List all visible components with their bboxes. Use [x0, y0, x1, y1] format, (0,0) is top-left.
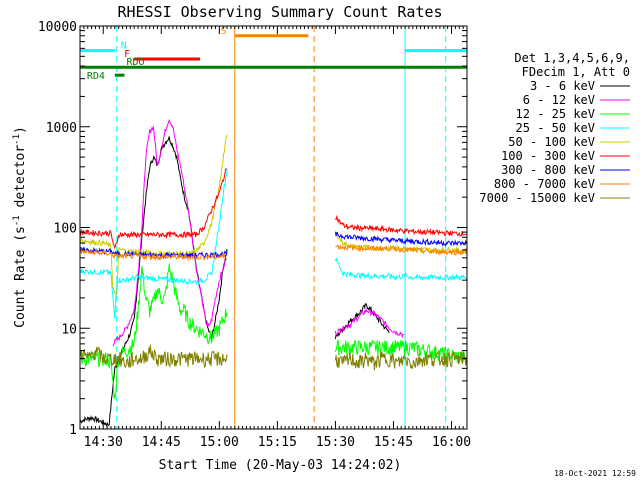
series-line-7 [79, 243, 467, 262]
series-line-1 [112, 118, 405, 347]
series-line-3 [79, 169, 467, 319]
x-tick-label-3: 15:15 [258, 435, 297, 450]
y-axis-label-mid: detector [13, 145, 28, 216]
legend-label-5: 100 - 300 keV [501, 149, 595, 163]
x-tick-label-1: 14:45 [142, 435, 181, 450]
legend-label-4: 50 - 100 keV [508, 135, 595, 149]
legend-label-2: 12 - 25 keV [516, 107, 595, 121]
flag-label-2: RDO [126, 57, 144, 68]
y-axis-label: Count Rate (s-1 detector-1) [12, 126, 28, 328]
flag-label-0: N [121, 41, 127, 52]
y-axis-label-end: ) [13, 126, 28, 134]
legend-label-3: 25 - 50 keV [516, 121, 595, 135]
y-axis-label-sup1: -1 [12, 215, 22, 226]
x-tick-label-6: 16:00 [432, 435, 471, 450]
y-tick-label-1: 10 [61, 322, 77, 337]
legend-label-6: 300 - 800 keV [501, 163, 595, 177]
y-axis-label-sup2: -1 [12, 134, 22, 145]
y-tick-label-0: 1 [69, 423, 77, 438]
flag-label-3: RD4 [87, 71, 105, 82]
x-axis-label: Start Time (20-May-03 14:24:02) [159, 458, 402, 473]
flag-label-4: S [221, 26, 227, 37]
legend-label-8: 7000 - 15000 keV [479, 191, 595, 205]
series-line-8 [79, 344, 467, 371]
series-line-6 [79, 232, 467, 260]
legend-header-line-1: Det 1,3,4,5,6,9, [514, 51, 630, 65]
x-tick-label-5: 15:45 [374, 435, 413, 450]
chart-title: RHESSI Observing Summary Count Rates [117, 3, 442, 21]
timestamp: 18-Oct-2021 12:59 [554, 469, 636, 478]
y-axis-label-main: Count Rate (s [13, 226, 28, 328]
legend-label-0: 3 - 6 keV [530, 79, 595, 93]
series-line-4 [79, 134, 467, 296]
x-tick-label-2: 15:00 [200, 435, 239, 450]
legend-label-1: 6 - 12 keV [523, 93, 595, 107]
x-tick-label-4: 15:30 [316, 435, 355, 450]
y-tick-label-4: 10000 [38, 20, 77, 35]
y-tick-label-3: 1000 [46, 121, 77, 136]
legend-label-7: 800 - 7000 keV [494, 177, 595, 191]
flag-label-1: F [124, 49, 130, 60]
series-line-5 [79, 168, 467, 250]
legend-header-line-2: FDecim 1, Att 0 [522, 65, 630, 79]
x-tick-label-0: 14:30 [84, 435, 123, 450]
plot-frame [79, 25, 468, 430]
y-tick-label-2: 100 [54, 222, 77, 237]
